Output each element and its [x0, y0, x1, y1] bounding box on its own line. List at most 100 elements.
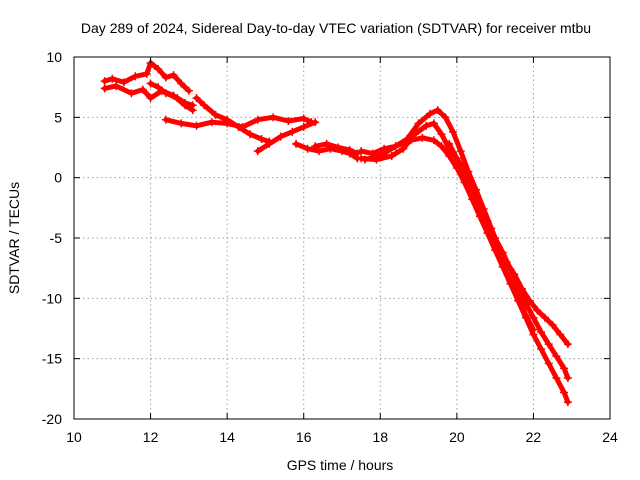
data-point-marker [188, 101, 197, 110]
data-point-marker [514, 291, 523, 300]
data-point-marker [246, 130, 255, 139]
x-tick-label: 20 [449, 429, 465, 445]
x-tick-label: 18 [372, 429, 388, 445]
data-point-marker [452, 164, 461, 173]
data-point-marker [360, 155, 369, 164]
data-point-marker [357, 147, 366, 156]
data-point-marker [322, 139, 331, 148]
data-point-marker [253, 115, 262, 124]
data-point-marker [441, 113, 450, 122]
data-point-marker [108, 74, 117, 83]
data-point-marker [560, 364, 569, 373]
data-point-marker [173, 94, 182, 103]
y-tick-label: -15 [42, 351, 62, 367]
data-point-marker [315, 147, 324, 156]
data-point-marker [552, 352, 561, 361]
data-point-marker [154, 65, 163, 74]
data-point-marker [376, 151, 385, 160]
data-point-marker [506, 265, 515, 274]
x-tick-label: 24 [602, 429, 618, 445]
data-point-marker [537, 328, 546, 337]
data-point-marker [498, 260, 507, 269]
data-point-marker [387, 151, 396, 160]
data-point-marker [491, 238, 500, 247]
data-point-marker [161, 89, 170, 98]
data-point-marker [311, 142, 320, 151]
data-point-marker [181, 98, 190, 107]
data-point-marker [556, 330, 565, 339]
data-point-marker [399, 144, 408, 153]
data-point-marker [460, 178, 469, 187]
x-tick-label: 14 [219, 429, 235, 445]
data-point-marker [211, 110, 220, 119]
data-point-marker [449, 127, 458, 136]
data-point-marker [311, 118, 320, 127]
data-point-marker [529, 325, 538, 334]
data-point-marker [544, 340, 553, 349]
data-point-marker [452, 154, 461, 163]
data-point-marker [142, 69, 151, 78]
series-satellite-track-8 [311, 139, 362, 158]
data-point-marker [418, 133, 427, 142]
data-point-marker [265, 139, 274, 148]
data-point-marker [468, 183, 477, 192]
tick-labels: 10 12 14 16 18 20 22 24 10 5 0 -5 -10 -15 -20 [42, 49, 618, 445]
series-satellite-track-12 [445, 139, 538, 334]
data-point-marker [284, 116, 293, 125]
data-point-marker [406, 136, 415, 145]
axes [73, 56, 611, 420]
y-tick-label: 10 [46, 49, 62, 65]
data-point-marker [456, 147, 465, 156]
data-point-marker [100, 77, 109, 86]
data-point-marker [429, 136, 438, 145]
data-point-marker [429, 119, 438, 128]
data-point-marker [475, 200, 484, 209]
data-point-marker [414, 119, 423, 128]
data-point-marker [112, 81, 121, 90]
data-point-marker [468, 195, 477, 204]
y-tick-label: -10 [42, 290, 62, 306]
data-point-marker [146, 94, 155, 103]
data-point-marker [154, 83, 163, 92]
series-line [446, 141, 536, 333]
data-point-marker [540, 313, 549, 322]
data-point-marker [426, 109, 435, 118]
data-point-marker [552, 373, 561, 382]
data-point-marker [192, 121, 201, 130]
data-point-marker [207, 118, 216, 127]
data-point-marker [437, 142, 446, 151]
data-point-marker [253, 147, 262, 156]
data-point-marker [288, 127, 297, 136]
data-point-marker [146, 79, 155, 88]
y-tick-label: -5 [50, 230, 63, 246]
data-point-marker [563, 398, 572, 407]
data-point-marker [391, 142, 400, 151]
data-point-marker [445, 139, 454, 148]
data-point-marker [161, 115, 170, 124]
series-satellite-track-3 [146, 79, 197, 110]
data-point-marker [483, 219, 492, 228]
data-point-marker [119, 78, 128, 87]
data-point-marker [276, 132, 285, 141]
data-point-marker [334, 143, 343, 152]
y-tick-label: 5 [54, 109, 62, 125]
data-point-marker [131, 72, 140, 81]
chart-title: Day 289 of 2024, Sidereal Day-to-day VTE… [81, 20, 591, 36]
data-point-marker [537, 345, 546, 354]
data-point-marker [433, 106, 442, 115]
data-point-marker [460, 166, 469, 175]
data-point-marker [437, 130, 446, 139]
data-point-marker [544, 359, 553, 368]
data-point-marker [529, 313, 538, 322]
data-point-marker [177, 119, 186, 128]
data-point-marker [303, 144, 312, 153]
data-point-marker [299, 114, 308, 123]
data-point-marker [200, 101, 209, 110]
data-point-marker [169, 71, 178, 80]
data-point-marker [192, 94, 201, 103]
y-tick-label: -20 [42, 411, 62, 427]
data-point-marker [138, 85, 147, 94]
data-point-marker [422, 121, 431, 130]
y-axis-label: SDTVAR / TECUs [6, 182, 22, 294]
x-tick-label: 12 [143, 429, 159, 445]
